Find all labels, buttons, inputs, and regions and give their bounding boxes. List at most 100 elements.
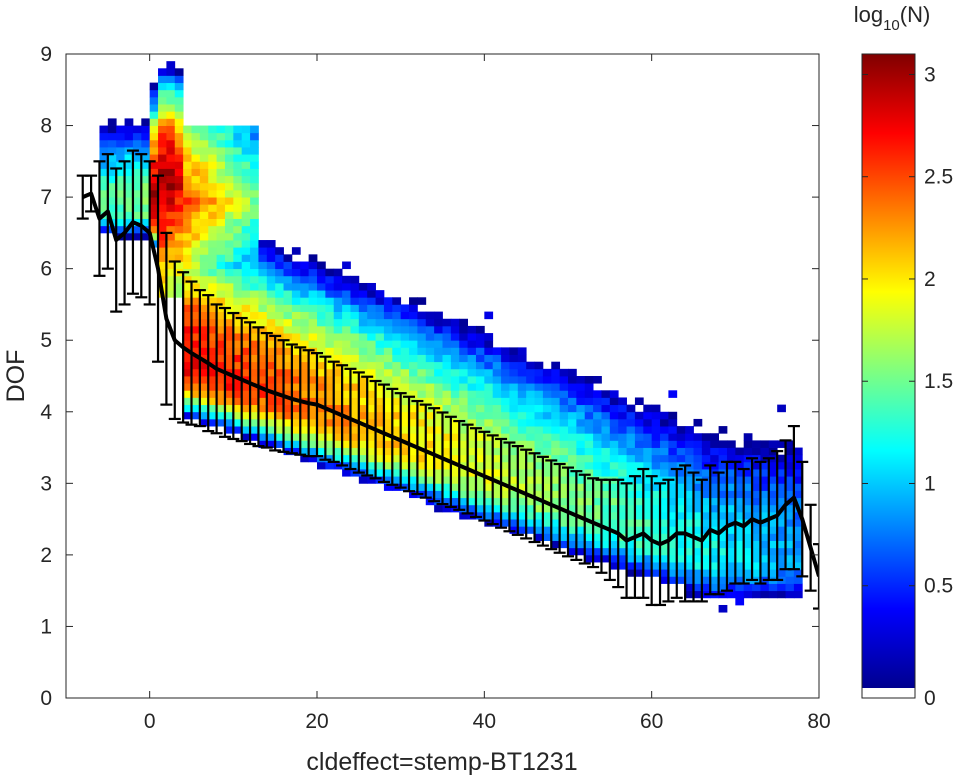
heatmap-cell: [542, 533, 552, 541]
heatmap-cell: [467, 347, 477, 355]
heatmap-cell: [107, 147, 117, 155]
heatmap-cell: [166, 218, 176, 227]
heatmap-cell: [626, 447, 636, 456]
heatmap-cell: [241, 354, 251, 363]
heatmap-cell: [191, 240, 201, 248]
heatmap-cell: [475, 476, 485, 484]
heatmap-cell: [275, 426, 284, 434]
heatmap-cell: [300, 297, 310, 305]
heatmap-cell: [350, 447, 360, 456]
heatmap-cell: [676, 426, 686, 434]
heatmap-cell: [760, 511, 770, 520]
heatmap-cell: [258, 397, 268, 406]
heatmap-cell: [233, 261, 243, 270]
heatmap-cell: [208, 383, 217, 391]
heatmap-cell: [283, 325, 293, 334]
heatmap-cell: [266, 282, 276, 291]
heatmap-cell: [300, 376, 310, 384]
heatmap-cell: [593, 397, 602, 406]
heatmap-cell: [291, 433, 301, 441]
heatmap-cell: [609, 540, 619, 549]
heatmap-cell: [166, 111, 176, 119]
heatmap-cell: [467, 354, 477, 363]
heatmap-cell: [400, 433, 410, 441]
heatmap-cell: [492, 469, 502, 477]
heatmap-cell: [484, 447, 494, 456]
heatmap-cell: [760, 583, 770, 592]
heatmap-cell: [609, 411, 619, 420]
heatmap-cell: [417, 354, 427, 363]
heatmap-cell: [735, 540, 745, 549]
heatmap-cell: [593, 426, 602, 434]
heatmap-cell: [216, 340, 226, 348]
heatmap-cell: [233, 368, 243, 377]
heatmap-cell: [124, 197, 134, 205]
heatmap-cell: [283, 418, 293, 427]
heatmap-cell: [375, 354, 385, 363]
heatmap-cell: [317, 383, 326, 391]
heatmap-cell: [701, 511, 711, 520]
heatmap-cell: [634, 469, 644, 477]
heatmap-cell: [534, 526, 544, 534]
heatmap-cell: [726, 447, 736, 456]
heatmap-cell: [760, 562, 770, 570]
heatmap-cell: [383, 333, 393, 341]
heatmap-cell: [609, 511, 619, 520]
heatmap-cell: [409, 297, 418, 305]
heatmap-cell: [233, 275, 243, 284]
heatmap-cell: [400, 368, 410, 377]
heatmap-cell: [300, 361, 310, 370]
heatmap-cell: [216, 261, 226, 270]
heatmap-cell: [367, 368, 376, 377]
heatmap-cell: [400, 347, 410, 355]
heatmap-cell: [317, 282, 326, 291]
heatmap-cell: [199, 254, 209, 262]
heatmap-cell: [651, 411, 661, 420]
heatmap-cell: [141, 204, 151, 212]
heatmap-cell: [183, 275, 192, 284]
heatmap-cell: [107, 154, 117, 162]
heatmap-cell: [726, 511, 736, 520]
heatmap-cell: [174, 125, 184, 134]
heatmap-cell: [534, 504, 544, 513]
heatmap-cell: [174, 204, 184, 212]
heatmap-cell: [350, 433, 360, 441]
heatmap-cell: [609, 490, 619, 499]
heatmap-cell: [718, 576, 728, 584]
heatmap-cell: [777, 583, 786, 592]
heatmap-cell: [668, 511, 678, 520]
heatmap-cell: [241, 197, 251, 205]
heatmap-cell: [643, 511, 653, 520]
heatmap-cell: [701, 576, 711, 584]
heatmap-cell: [400, 469, 410, 477]
heatmap-cell: [216, 347, 226, 355]
heatmap-cell: [116, 147, 125, 155]
heatmap-cell: [291, 290, 301, 298]
heatmap-cell: [291, 368, 301, 377]
heatmap-cell: [166, 96, 176, 105]
heatmap-cell: [710, 440, 719, 448]
heatmap-cell: [208, 368, 217, 377]
heatmap-cell: [250, 189, 259, 198]
heatmap-cell: [501, 490, 510, 499]
heatmap-cell: [743, 583, 753, 592]
heatmap-cell: [308, 354, 318, 363]
heatmap-cell: [542, 504, 552, 513]
heatmap-cell: [383, 440, 393, 448]
heatmap-cell: [484, 404, 494, 413]
heatmap-cell: [317, 461, 326, 470]
heatmap-cell: [224, 175, 234, 184]
heatmap-cell: [568, 519, 577, 527]
heatmap-cell: [626, 433, 636, 441]
heatmap-cell: [593, 540, 602, 549]
x-tick-label: 60: [640, 710, 663, 733]
heatmap-cell: [693, 519, 703, 527]
heatmap-cell: [233, 325, 243, 334]
heatmap-cell: [250, 418, 259, 427]
density-heatmap: [99, 61, 803, 613]
heatmap-cell: [166, 61, 176, 69]
heatmap-cell: [392, 347, 402, 355]
heatmap-cell: [216, 411, 226, 420]
heatmap-cell: [576, 497, 586, 506]
heatmap-cell: [601, 454, 611, 463]
